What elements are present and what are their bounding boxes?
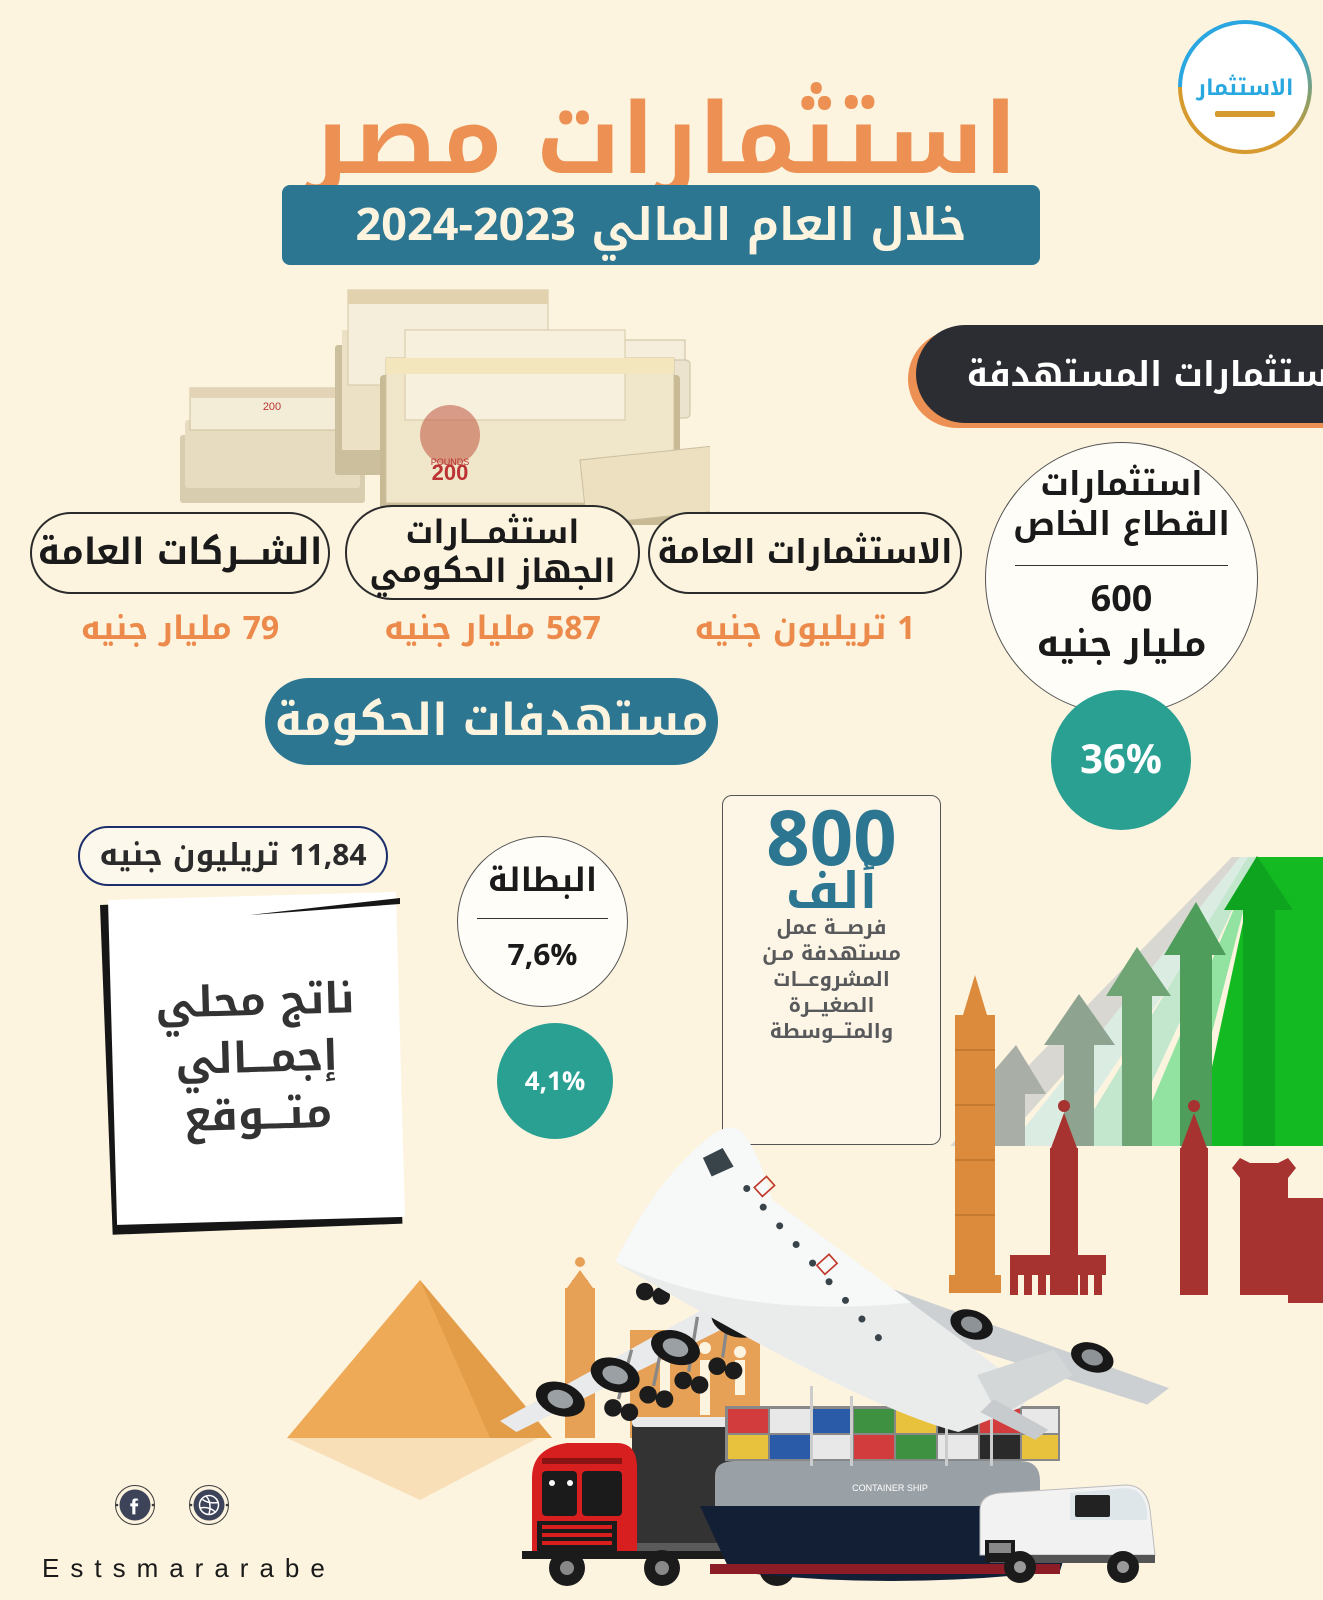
svg-text:CONTAINER SHIP: CONTAINER SHIP bbox=[852, 1483, 928, 1493]
